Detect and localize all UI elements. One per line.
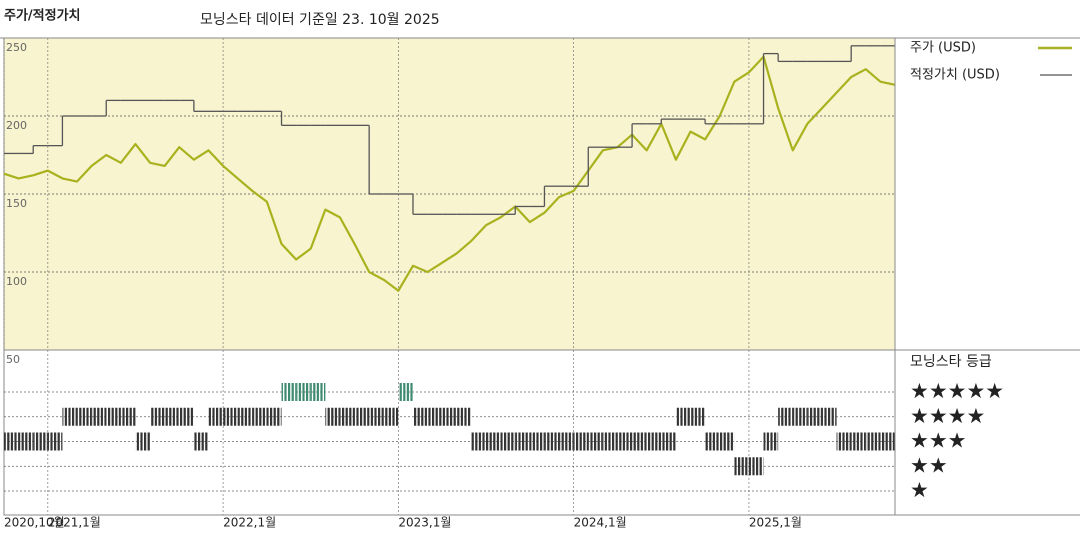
rating-bar	[77, 407, 92, 426]
x-tick-label: 2023,1월	[398, 516, 451, 530]
rating-bar	[821, 407, 837, 426]
rating-bar	[588, 432, 603, 451]
y-tick-label: 150	[6, 197, 27, 210]
rating-bar	[223, 407, 238, 426]
y-tick-label: 250	[6, 41, 27, 54]
rating-bar	[792, 407, 808, 426]
rating-bar	[296, 383, 311, 401]
rating-bar	[807, 407, 822, 426]
x-tick-label: 2025,1월	[749, 516, 802, 530]
rating-bar	[266, 407, 282, 426]
chart-subtitle: 모닝스타 데이터 기준일 23. 10월 2025	[200, 12, 440, 28]
rating-bar	[427, 407, 443, 426]
rating-bar	[369, 407, 384, 426]
x-tick-label: 2022,1월	[223, 516, 276, 530]
y-tick-label: 100	[6, 275, 27, 288]
rating-label: ★	[910, 478, 929, 502]
rating-bar	[471, 432, 487, 451]
rating-bar	[208, 407, 224, 426]
rating-title: 모닝스타 등급	[910, 354, 992, 370]
rating-label: ★★★★★	[910, 379, 1004, 403]
rating-bar	[719, 432, 735, 451]
rating-bar	[62, 407, 78, 426]
rating-bar	[529, 432, 545, 451]
y-tick-label: 50	[6, 353, 20, 366]
rating-bar	[646, 432, 662, 451]
rating-bar	[281, 383, 297, 401]
rating-bar	[442, 407, 457, 426]
rating-bar	[778, 407, 793, 426]
legend-label: 주가 (USD)	[910, 41, 976, 56]
rating-bar	[310, 383, 326, 401]
rating-bar	[690, 407, 706, 426]
rating-bar	[865, 432, 881, 451]
rating-bar	[573, 432, 589, 451]
rating-bar	[252, 407, 267, 426]
rating-bar	[500, 432, 516, 451]
rating-bar	[486, 432, 501, 451]
x-tick-label: 2021,1월	[48, 516, 101, 530]
rating-bar	[661, 432, 676, 451]
rating-bar	[748, 457, 764, 476]
rating-label: ★★	[910, 453, 948, 477]
rating-bar	[179, 407, 194, 426]
rating-label: ★★★	[910, 429, 966, 453]
rating-bar	[47, 432, 63, 451]
rating-bar	[383, 407, 399, 426]
rating-bar	[18, 432, 34, 451]
rating-bar	[33, 432, 48, 451]
rating-bar	[237, 407, 253, 426]
rating-bar	[193, 432, 209, 451]
rating-bar	[559, 432, 574, 451]
x-tick-label: 2020,10월	[4, 516, 65, 530]
rating-bar	[515, 432, 530, 451]
rating-bar	[617, 432, 633, 451]
rating-bar	[880, 432, 895, 451]
chart-title: 주가/적정가치	[4, 8, 81, 24]
rating-bar	[544, 432, 560, 451]
rating-bar	[851, 432, 866, 451]
rating-bar	[734, 457, 749, 476]
rating-bar	[836, 432, 852, 451]
rating-bar	[150, 407, 165, 426]
rating-bar	[602, 432, 618, 451]
rating-bar	[164, 407, 180, 426]
rating-bar	[106, 407, 121, 426]
rating-bar	[675, 407, 691, 426]
rating-bar	[120, 407, 136, 426]
rating-bar	[354, 407, 370, 426]
rating-bar	[456, 407, 472, 426]
rating-bar	[632, 432, 647, 451]
rating-bar	[339, 407, 355, 426]
rating-bar	[91, 407, 107, 426]
legend-label: 적정가치 (USD)	[910, 68, 1000, 83]
rating-bar	[412, 407, 428, 426]
rating-bar	[135, 432, 151, 451]
x-tick-label: 2024,1월	[574, 516, 627, 530]
rating-bar	[325, 407, 340, 426]
rating-bar	[705, 432, 720, 451]
rating-bar	[4, 432, 19, 451]
price-line	[3, 55, 896, 292]
rating-bar	[763, 432, 779, 451]
rating-bar	[398, 383, 413, 401]
y-tick-label: 200	[6, 119, 27, 132]
rating-label: ★★★★	[910, 404, 985, 428]
